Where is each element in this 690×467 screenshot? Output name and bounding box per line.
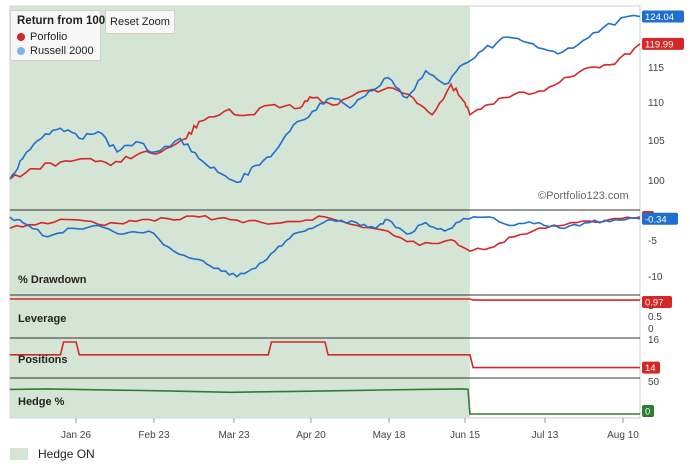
xtick-label-3: Apr 20: [296, 430, 326, 441]
hedge-on-swatch: [10, 448, 28, 460]
ytick-0-1: 105: [648, 136, 665, 147]
footer-legend: Hedge ON: [10, 447, 95, 461]
xtick-label-5: Jun 15: [450, 430, 480, 441]
ytick-0-2: 110: [648, 98, 664, 109]
end-badge-1-1: [642, 212, 678, 225]
xtick-label-2: Mar 23: [218, 430, 250, 441]
watermark: ©Portfolio123.com: [538, 190, 629, 202]
panel-title-drawdown: % Drawdown: [18, 274, 87, 286]
xtick-label-4: May 18: [373, 430, 406, 441]
ytick-1-0: -5: [648, 236, 657, 247]
end-badge-2-0: [642, 296, 672, 308]
end-label-3-0: 14: [645, 363, 656, 374]
legend-portfolio-label: Porfolio: [30, 31, 68, 43]
series-line-4-0: [9, 388, 640, 415]
legend-russell-swatch: [17, 47, 25, 55]
end-badge-3-0: [642, 361, 660, 374]
ytick-3-0: 16: [648, 335, 660, 346]
xtick-label-6: Jul 13: [532, 430, 559, 441]
end-label-2-0: 0.97: [645, 298, 664, 309]
panel-title-positions: Positions: [18, 354, 68, 366]
panel-title-hedge: Hedge %: [18, 396, 65, 408]
series-line-1-0: [9, 214, 641, 252]
xtick-label-7: Aug 10: [607, 430, 639, 441]
ytick-0-0: 100: [648, 176, 665, 187]
series-line-0-0: [9, 43, 641, 180]
legend-item-portfolio[interactable]: Porfolio: [17, 31, 67, 43]
ytick-1-1: -10: [648, 272, 663, 283]
ytick-2-2: 0: [648, 324, 654, 335]
xtick-label-0: Jan 26: [61, 430, 91, 441]
reset-zoom-button[interactable]: Reset Zoom: [105, 10, 175, 34]
series-line-2-0: [10, 298, 640, 301]
end-badge-0-0: [642, 37, 684, 50]
series-line-1-1: [9, 215, 641, 278]
hedge-on-region: [10, 6, 470, 418]
ytick-2-1: 0.5: [648, 312, 662, 323]
series-line-3-0: [10, 341, 640, 369]
chart-legend: Return from 100 Porfolio Russell 2000: [10, 10, 105, 61]
ytick-0-3: 115: [648, 63, 664, 74]
series-line-0-1: [9, 14, 641, 184]
end-label-4-0: 0: [645, 407, 650, 418]
legend-russell-label: Russell 2000: [30, 45, 94, 57]
end-badge-4-0: [642, 405, 654, 417]
panel-title-leverage: Leverage: [18, 313, 67, 325]
xtick-label-1: Feb 23: [138, 430, 170, 441]
legend-title: Return from 100: [17, 15, 106, 27]
end-label-1-1: -0.34: [645, 214, 667, 225]
end-badge-0-1: [642, 10, 684, 23]
legend-item-russell[interactable]: Russell 2000: [17, 45, 94, 57]
footer-legend-label: Hedge ON: [38, 447, 95, 461]
end-label-0-0: 119.99: [645, 39, 673, 50]
legend-portfolio-swatch: [17, 33, 25, 41]
ytick-4-0: 50: [648, 377, 660, 388]
end-label-0-1: 124.04: [645, 12, 674, 23]
